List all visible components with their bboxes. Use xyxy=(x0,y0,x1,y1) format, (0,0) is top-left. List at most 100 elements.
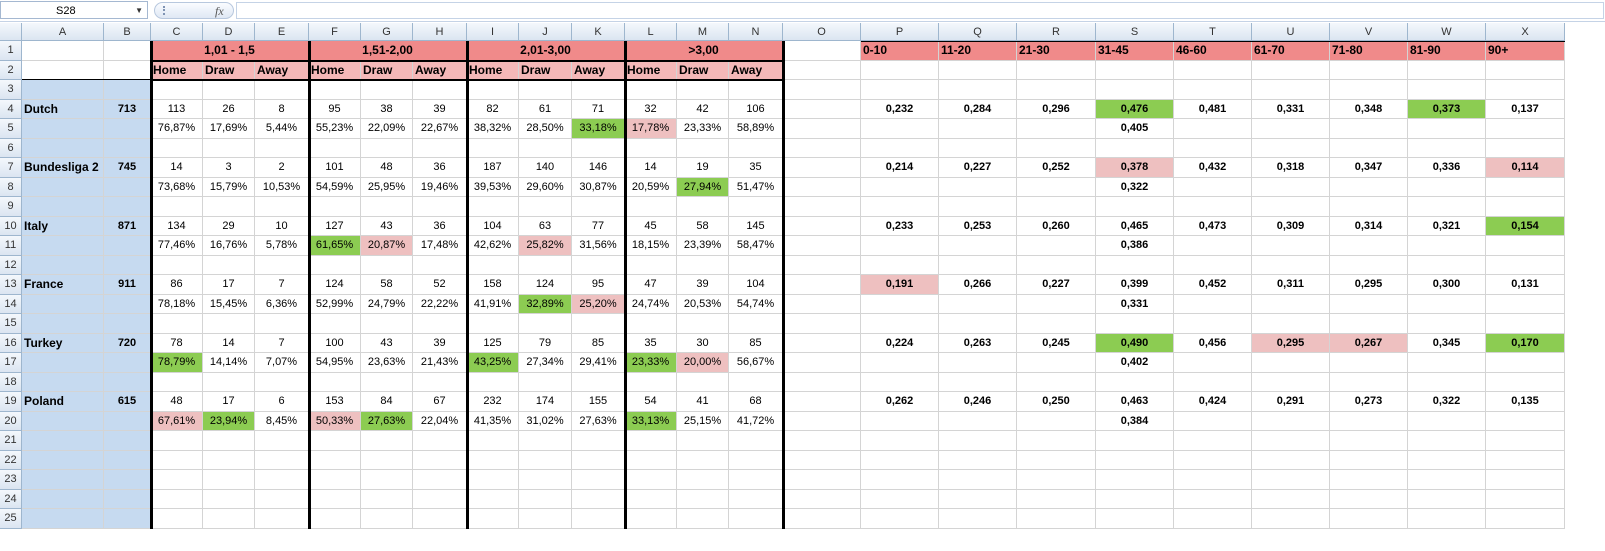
column-header-q[interactable]: Q xyxy=(939,23,1017,41)
cell[interactable] xyxy=(861,431,939,451)
column-header-n[interactable]: N xyxy=(729,23,783,41)
row-header-5[interactable]: 5 xyxy=(0,119,22,139)
cell[interactable] xyxy=(572,138,625,158)
row-header-2[interactable]: 2 xyxy=(0,60,22,80)
cell[interactable] xyxy=(1096,138,1174,158)
cell[interactable] xyxy=(151,197,203,217)
formula-input[interactable] xyxy=(236,2,1604,19)
count-cell[interactable]: 32 xyxy=(625,99,677,119)
count-cell[interactable]: 30 xyxy=(677,333,729,353)
cell[interactable] xyxy=(783,509,861,529)
cell[interactable] xyxy=(22,314,104,334)
subheader-home[interactable]: Home xyxy=(467,60,519,80)
percent-cell[interactable]: 58,89% xyxy=(729,119,783,139)
minute-bin-header[interactable]: 46-60 xyxy=(1174,41,1252,61)
count-cell[interactable]: 35 xyxy=(729,158,783,178)
percent-cell[interactable]: 23,63% xyxy=(361,353,413,373)
cell[interactable] xyxy=(309,470,361,490)
league-name[interactable]: Dutch xyxy=(22,99,104,119)
cell[interactable] xyxy=(361,197,413,217)
cell[interactable] xyxy=(255,372,309,392)
cell[interactable] xyxy=(413,509,467,529)
cell[interactable] xyxy=(467,450,519,470)
count-cell[interactable]: 26 xyxy=(203,99,255,119)
count-cell[interactable]: 14 xyxy=(151,158,203,178)
league-total[interactable]: 615 xyxy=(104,392,151,412)
cell[interactable] xyxy=(309,372,361,392)
cell[interactable] xyxy=(104,489,151,509)
cell[interactable] xyxy=(861,197,939,217)
cell[interactable] xyxy=(255,470,309,490)
percent-cell[interactable]: 67,61% xyxy=(151,411,203,431)
column-header-l[interactable]: L xyxy=(625,23,677,41)
count-cell[interactable]: 146 xyxy=(572,158,625,178)
minute-ratio-cell[interactable]: 0,314 xyxy=(1330,216,1408,236)
count-cell[interactable]: 3 xyxy=(203,158,255,178)
percent-cell[interactable]: 61,65% xyxy=(309,236,361,256)
cell[interactable] xyxy=(1017,60,1096,80)
minute-ratio-cell[interactable]: 0,463 xyxy=(1096,392,1174,412)
cell[interactable] xyxy=(519,255,572,275)
percent-cell[interactable]: 41,72% xyxy=(729,411,783,431)
cell[interactable] xyxy=(203,450,255,470)
cell[interactable] xyxy=(467,314,519,334)
row-header-11[interactable]: 11 xyxy=(0,236,22,256)
cell[interactable] xyxy=(1408,255,1486,275)
minute-ratio-cell[interactable]: 0,295 xyxy=(1252,333,1330,353)
cell[interactable] xyxy=(309,255,361,275)
minute-bin-header[interactable]: 31-45 xyxy=(1096,41,1174,61)
cell[interactable] xyxy=(1486,197,1565,217)
cell[interactable] xyxy=(1330,470,1408,490)
cell[interactable] xyxy=(255,509,309,529)
cell[interactable] xyxy=(1174,197,1252,217)
cell[interactable] xyxy=(1017,372,1096,392)
count-cell[interactable]: 104 xyxy=(467,216,519,236)
cell[interactable] xyxy=(361,255,413,275)
count-cell[interactable]: 95 xyxy=(572,275,625,295)
cell[interactable] xyxy=(1330,489,1408,509)
cell[interactable] xyxy=(413,138,467,158)
minute-ratio-cell[interactable]: 0,476 xyxy=(1096,99,1174,119)
percent-cell[interactable]: 23,39% xyxy=(677,236,729,256)
cell[interactable] xyxy=(1330,411,1408,431)
percent-cell[interactable]: 19,46% xyxy=(413,177,467,197)
cell[interactable] xyxy=(255,450,309,470)
cell[interactable] xyxy=(309,197,361,217)
cell[interactable] xyxy=(1486,138,1565,158)
percent-cell[interactable]: 28,50% xyxy=(519,119,572,139)
column-header-x[interactable]: X xyxy=(1486,23,1565,41)
cell[interactable] xyxy=(1096,470,1174,490)
cell[interactable] xyxy=(783,314,861,334)
cell[interactable] xyxy=(104,470,151,490)
cell[interactable] xyxy=(677,314,729,334)
percent-cell[interactable]: 50,33% xyxy=(309,411,361,431)
cell[interactable] xyxy=(783,80,861,100)
cell[interactable] xyxy=(861,509,939,529)
cell[interactable] xyxy=(361,450,413,470)
cell[interactable] xyxy=(203,509,255,529)
cell[interactable] xyxy=(467,138,519,158)
cell[interactable] xyxy=(104,353,151,373)
cell[interactable] xyxy=(1174,470,1252,490)
percent-cell[interactable]: 25,82% xyxy=(519,236,572,256)
cell[interactable] xyxy=(939,119,1017,139)
cell[interactable] xyxy=(783,450,861,470)
count-cell[interactable]: 14 xyxy=(625,158,677,178)
cell[interactable] xyxy=(22,450,104,470)
cell[interactable] xyxy=(1017,450,1096,470)
subheader-away[interactable]: Away xyxy=(255,60,309,80)
cell[interactable] xyxy=(1252,236,1330,256)
cell[interactable] xyxy=(104,255,151,275)
cell[interactable] xyxy=(104,411,151,431)
cell[interactable] xyxy=(361,314,413,334)
cell[interactable] xyxy=(255,314,309,334)
count-cell[interactable]: 85 xyxy=(729,333,783,353)
row-header-8[interactable]: 8 xyxy=(0,177,22,197)
cell[interactable] xyxy=(309,314,361,334)
count-cell[interactable]: 125 xyxy=(467,333,519,353)
cell[interactable] xyxy=(939,60,1017,80)
row-header-6[interactable]: 6 xyxy=(0,138,22,158)
cell[interactable] xyxy=(203,255,255,275)
minute-ratio-cell[interactable]: 0,322 xyxy=(1408,392,1486,412)
count-cell[interactable]: 48 xyxy=(151,392,203,412)
